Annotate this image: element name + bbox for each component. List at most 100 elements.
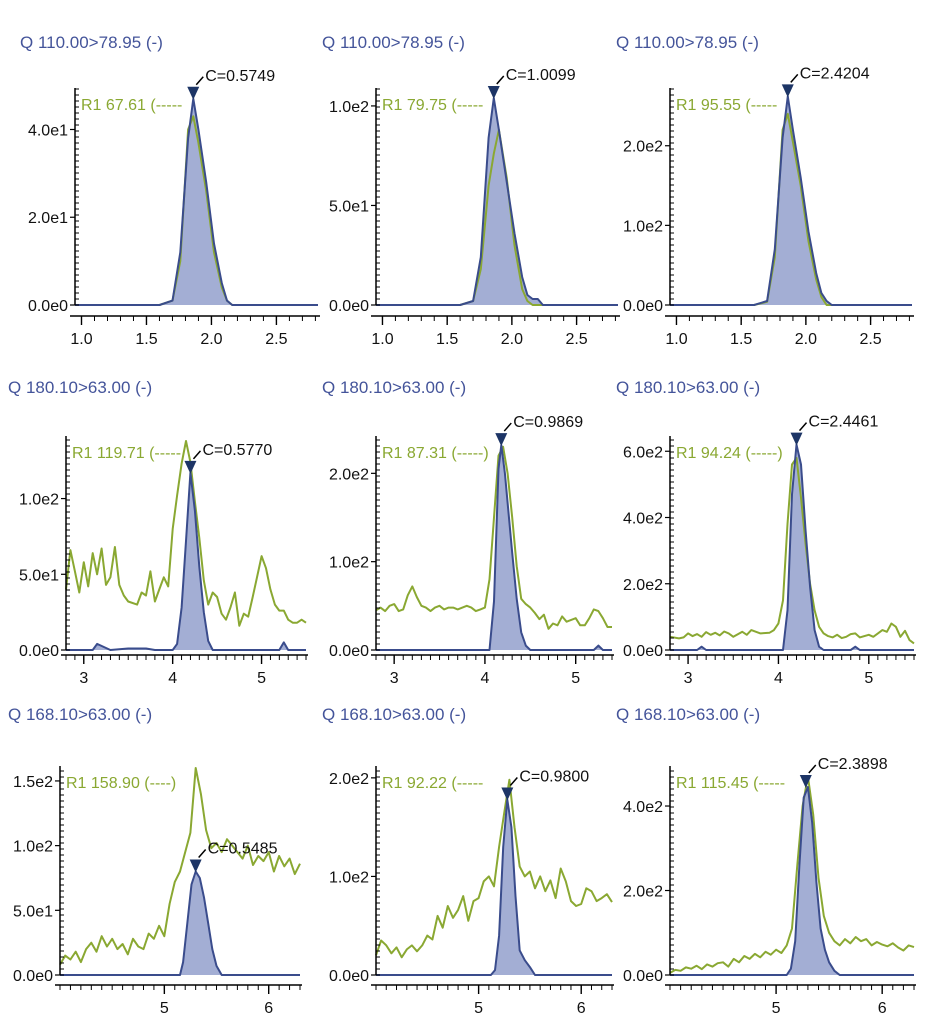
x-tick-label: 4 xyxy=(774,670,783,687)
peak-leader-line xyxy=(198,849,207,858)
peak-leader-line xyxy=(509,777,518,787)
x-tick-label: 2.5 xyxy=(265,331,287,348)
chart-title: Q 168.10>63.00 (-) xyxy=(616,705,760,724)
y-tick-label: 0.0e0 xyxy=(623,968,663,985)
chart-title: Q 180.10>63.00 (-) xyxy=(8,378,152,397)
y-tick-label: 1.5e2 xyxy=(13,774,53,791)
peak-marker-icon xyxy=(187,86,200,100)
peak-marker-icon xyxy=(189,859,202,873)
y-tick-label: 5.0e1 xyxy=(329,198,369,215)
quant-trace-line xyxy=(66,471,306,651)
x-tick-label: 2.0 xyxy=(501,331,523,348)
reference-trace-line xyxy=(669,456,915,645)
reference-label: R1 67.61 (----- xyxy=(81,97,182,114)
reference-trace-line xyxy=(375,778,613,959)
y-tick-label: 1.0e2 xyxy=(329,555,369,572)
y-tick-label: 1.0e2 xyxy=(13,839,53,856)
x-tick-label: 6 xyxy=(577,1000,586,1017)
chart-panel-7: Q 168.10>63.00 (-) 0.0e0 5.0e1 1.0e2 1.5e2 5 6… xyxy=(8,705,302,1017)
y-tick-label: 1.0e2 xyxy=(329,99,369,116)
y-tick-label: 0.0e0 xyxy=(329,643,369,660)
x-tick-label: 6 xyxy=(878,1000,887,1017)
y-tick-label: 4.0e2 xyxy=(623,799,663,816)
chart-panel-5: Q 180.10>63.00 (-) 0.0e0 1.0e2 2.0e2 3 4 5 R1 8… xyxy=(322,378,614,687)
chart-title: Q 168.10>63.00 (-) xyxy=(8,705,152,724)
quant-trace-line xyxy=(75,97,318,306)
peak-label: C=0.5770 xyxy=(202,442,272,459)
quant-peak-area xyxy=(670,444,914,650)
x-tick-label: 3 xyxy=(79,670,88,687)
peak-label: C=0.5749 xyxy=(205,68,275,85)
x-tick-label: 5 xyxy=(160,1000,169,1017)
y-tick-label: 1.0e2 xyxy=(19,492,59,509)
chart-title: Q 180.10>63.00 (-) xyxy=(322,378,466,397)
y-tick-label: 5.0e1 xyxy=(13,903,53,920)
x-tick-label: 4 xyxy=(480,670,489,687)
y-tick-label: 1.0e2 xyxy=(329,869,369,886)
peak-marker-icon xyxy=(799,775,812,789)
quant-trace-line xyxy=(376,798,612,976)
peak-marker-icon xyxy=(790,432,803,446)
chart-panel-8: Q 168.10>63.00 (-) 0.0e0 1.0e2 2.0e2 5 6 R1 92… xyxy=(322,705,614,1017)
y-tick-label: 0.0e0 xyxy=(28,298,68,315)
y-tick-label: 2.0e2 xyxy=(329,466,369,483)
x-tick-label: 2.0 xyxy=(200,331,222,348)
peak-label: C=2.4204 xyxy=(800,65,870,82)
peak-label: C=0.5485 xyxy=(208,841,278,858)
x-tick-label: 2.5 xyxy=(859,331,881,348)
x-tick-label: 1.0 xyxy=(665,331,687,348)
quant-trace-line xyxy=(376,444,612,651)
peak-leader-line xyxy=(798,422,808,432)
reference-label: R1 79.75 (----- xyxy=(382,97,483,114)
chart-panel-6: Q 180.10>63.00 (-) 0.0e0 2.0e2 4.0e2 6.0e2 3 4… xyxy=(616,378,916,687)
reference-label: R1 92.22 (----- xyxy=(382,775,483,792)
chart-title: Q 110.00>78.95 (-) xyxy=(616,33,759,52)
reference-label: R1 95.55 (----- xyxy=(676,97,777,114)
x-tick-label: 1.0 xyxy=(70,331,92,348)
x-tick-label: 5 xyxy=(864,670,873,687)
y-tick-label: 0.0e0 xyxy=(19,643,59,660)
quant-peak-area xyxy=(670,96,912,306)
x-tick-label: 2.5 xyxy=(565,331,587,348)
peak-label: C=1.0099 xyxy=(506,67,576,84)
x-tick-label: 5 xyxy=(257,670,266,687)
peak-leader-line xyxy=(503,422,512,432)
x-tick-label: 1.5 xyxy=(135,331,157,348)
x-tick-label: 6 xyxy=(264,1000,273,1017)
x-tick-label: 5 xyxy=(772,1000,781,1017)
reference-label: R1 115.45 (----- xyxy=(676,775,785,792)
peak-leader-line xyxy=(808,764,817,774)
quant-trace-line xyxy=(670,443,914,651)
x-tick-label: 5 xyxy=(474,1000,483,1017)
x-tick-label: 1.5 xyxy=(436,331,458,348)
chart-panel-2: Q 110.00>78.95 (-) 0.0e0 5.0e1 1.0e2 1.0 1.5 2… xyxy=(322,33,620,348)
y-tick-label: 2.0e2 xyxy=(623,577,663,594)
y-tick-label: 0.0e0 xyxy=(13,968,53,985)
quant-peak-area xyxy=(66,472,306,650)
peak-marker-icon xyxy=(495,433,508,447)
chart-title: Q 168.10>63.00 (-) xyxy=(322,705,466,724)
quant-trace-line xyxy=(60,870,300,976)
peak-label: C=0.9800 xyxy=(519,769,589,786)
y-tick-label: 0.0e0 xyxy=(623,298,663,315)
y-tick-label: 0.0e0 xyxy=(329,968,369,985)
peak-label: C=0.9869 xyxy=(513,414,583,431)
reference-trace-line xyxy=(375,445,612,630)
peak-leader-line xyxy=(496,75,505,85)
chart-panel-3: Q 110.00>78.95 (-) 0.0e0 1.0e2 2.0e2 1.0 1.5 2… xyxy=(616,33,914,348)
y-tick-label: 1.0e2 xyxy=(623,218,663,235)
y-tick-label: 2.0e2 xyxy=(623,139,663,156)
peak-leader-line xyxy=(195,76,204,86)
peak-leader-line xyxy=(790,73,799,83)
y-tick-label: 4.0e2 xyxy=(623,511,663,528)
y-tick-label: 2.0e2 xyxy=(329,771,369,788)
chart-title: Q 180.10>63.00 (-) xyxy=(616,378,760,397)
peak-marker-icon xyxy=(501,787,514,801)
y-tick-label: 4.0e1 xyxy=(28,122,68,139)
y-tick-label: 0.0e0 xyxy=(623,643,663,660)
quant-trace-line xyxy=(376,97,618,306)
peak-marker-icon xyxy=(487,85,500,99)
y-tick-label: 0.0e0 xyxy=(329,298,369,315)
reference-label: R1 119.71 (----- xyxy=(72,445,181,462)
